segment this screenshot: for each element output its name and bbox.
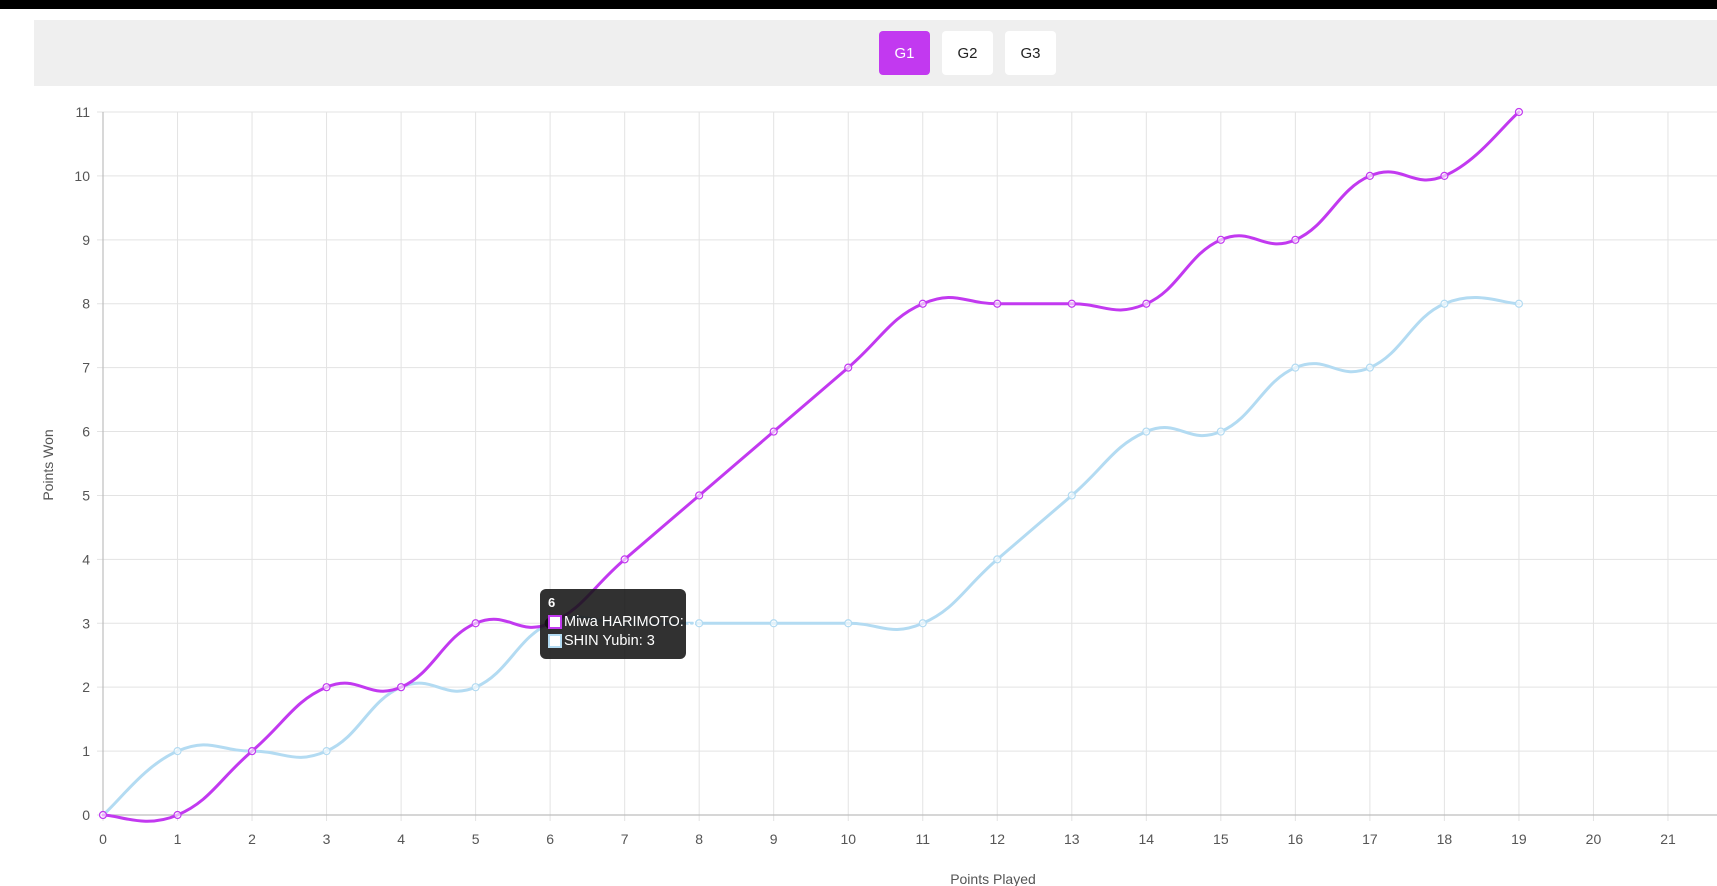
series-point-1[interactable] — [1291, 235, 1300, 244]
x-tick-label: 4 — [397, 831, 405, 847]
x-tick-label: 13 — [1064, 831, 1080, 847]
points-line-chart: 0123456789101112131415161718192021220123… — [40, 104, 1717, 886]
y-tick-label: 0 — [82, 807, 90, 823]
series-point-1[interactable] — [918, 299, 927, 308]
series-1 — [98, 107, 1524, 823]
series-line-2 — [101, 296, 1521, 817]
series-point-1[interactable] — [322, 683, 331, 692]
x-tick-label: 12 — [989, 831, 1005, 847]
y-tick-label: 10 — [74, 168, 90, 184]
series-point-1[interactable] — [844, 363, 853, 372]
series-point-2[interactable] — [1142, 427, 1151, 436]
chart-axes: 0123456789101112131415161718192021220123… — [74, 104, 1717, 847]
tooltip-row-series-1: Miwa HARIMOTO: 3 — [548, 612, 696, 631]
chart-labels: Points Won Points Played — [40, 429, 1036, 886]
x-tick-label: 14 — [1139, 831, 1155, 847]
series-line-1 — [101, 110, 1521, 823]
x-tick-label: 9 — [770, 831, 778, 847]
series-point-1[interactable] — [1067, 299, 1076, 308]
tab-g1[interactable]: G1 — [879, 31, 930, 75]
y-tick-label: 6 — [82, 424, 90, 440]
series-point-1[interactable] — [993, 299, 1002, 308]
tooltip-row-label-series-2: SHIN Yubin: 3 — [564, 632, 655, 649]
y-axis-title: Points Won — [40, 429, 56, 500]
x-tick-label: 17 — [1362, 831, 1378, 847]
series-point-2[interactable] — [1067, 491, 1076, 500]
series-point-1[interactable] — [98, 810, 108, 820]
game-tabs: G1 G2 G3 — [879, 31, 1056, 75]
series-point-2[interactable] — [918, 619, 927, 628]
series-point-1[interactable] — [1365, 171, 1374, 181]
series-point-1[interactable] — [1440, 171, 1449, 181]
x-tick-label: 18 — [1437, 831, 1453, 847]
tooltip-row-series-2: SHIN Yubin: 3 — [548, 631, 678, 650]
series-point-2[interactable] — [1440, 299, 1449, 308]
series-point-1[interactable] — [769, 427, 778, 436]
y-tick-label: 4 — [82, 551, 90, 567]
series-point-1[interactable] — [471, 619, 480, 628]
series-point-2[interactable] — [769, 619, 778, 628]
x-tick-label: 20 — [1586, 831, 1602, 847]
series-point-1[interactable] — [1142, 299, 1151, 308]
chart-tooltip: 6 Miwa HARIMOTO: 3 SHIN Yubin: 3 — [540, 589, 696, 659]
y-tick-label: 1 — [82, 743, 90, 759]
x-axis-title: Points Played — [950, 871, 1036, 886]
x-tick-label: 5 — [472, 831, 480, 847]
series-point-2[interactable] — [322, 746, 331, 756]
series-2 — [98, 296, 1524, 820]
game-tab-bar: G1 G2 G3 — [34, 20, 1717, 86]
x-tick-label: 3 — [323, 831, 331, 847]
series-point-2[interactable] — [471, 683, 480, 692]
tooltip-swatch-series-2 — [548, 633, 562, 648]
x-tick-label: 2 — [248, 831, 256, 847]
x-tick-label: 16 — [1288, 831, 1304, 847]
tooltip-title: 6 — [548, 595, 556, 610]
series-point-2[interactable] — [173, 746, 182, 756]
y-tick-label: 5 — [82, 487, 90, 503]
y-tick-label: 9 — [82, 232, 90, 248]
x-tick-label: 1 — [174, 831, 182, 847]
y-tick-label: 7 — [82, 360, 90, 376]
series-point-1[interactable] — [695, 491, 704, 500]
x-tick-label: 7 — [621, 831, 629, 847]
y-tick-label: 3 — [82, 615, 90, 631]
chart-grid — [97, 111, 1717, 821]
series-point-2[interactable] — [993, 555, 1002, 564]
chart-series — [98, 107, 1524, 823]
series-point-1[interactable] — [396, 683, 406, 692]
tab-g2[interactable]: G2 — [942, 31, 993, 75]
y-tick-label: 8 — [82, 296, 90, 312]
series-point-1[interactable] — [620, 555, 629, 564]
series-point-2[interactable] — [1216, 427, 1225, 436]
x-tick-label: 19 — [1511, 831, 1527, 847]
series-point-2[interactable] — [1291, 363, 1300, 372]
tab-g3[interactable]: G3 — [1005, 31, 1056, 75]
series-point-1[interactable] — [173, 810, 182, 820]
tooltip-swatch-series-1 — [548, 614, 562, 629]
series-point-2[interactable] — [695, 619, 704, 628]
x-tick-label: 21 — [1660, 831, 1676, 847]
series-point-2[interactable] — [1514, 299, 1524, 308]
x-tick-label: 15 — [1213, 831, 1229, 847]
series-point-1[interactable] — [1514, 107, 1524, 117]
series-point-2[interactable] — [844, 619, 853, 628]
top-bar — [0, 0, 1717, 9]
series-point-1[interactable] — [247, 746, 257, 756]
x-tick-label: 6 — [546, 831, 554, 847]
tooltip-row-label-series-1: Miwa HARIMOTO: 3 — [564, 613, 696, 630]
y-tick-label: 11 — [75, 104, 90, 120]
x-tick-label: 0 — [99, 831, 107, 847]
series-point-1[interactable] — [1216, 235, 1225, 244]
y-tick-label: 2 — [82, 679, 90, 695]
x-tick-label: 11 — [915, 831, 930, 847]
series-point-2[interactable] — [1365, 363, 1374, 372]
x-tick-label: 10 — [840, 831, 856, 847]
x-tick-label: 8 — [695, 831, 703, 847]
